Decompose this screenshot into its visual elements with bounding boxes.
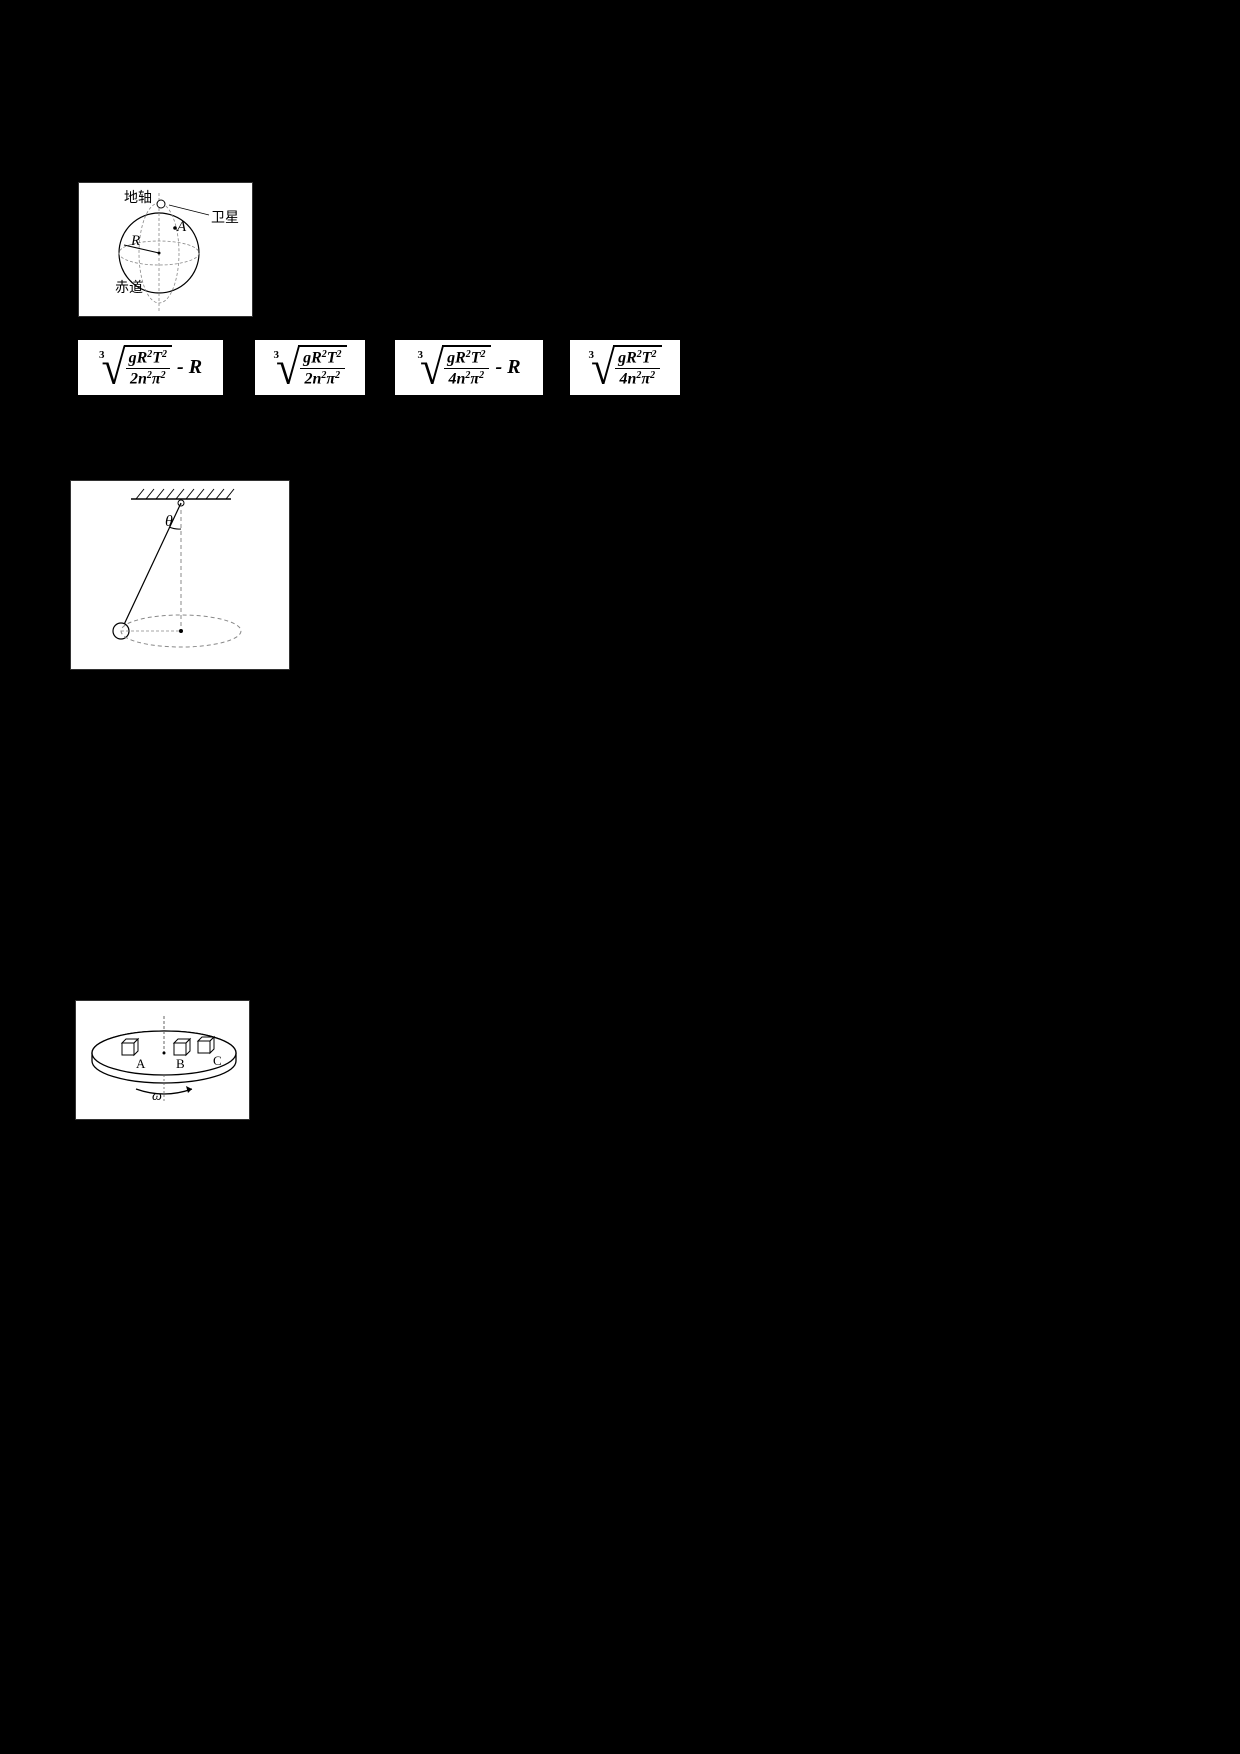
cube-c-shape [198, 1037, 214, 1053]
label-cube-b: B [176, 1056, 185, 1072]
formula-option-a: 3 √ gR2T2 2n2π2 - R [78, 340, 223, 395]
figure-earth-satellite: 地轴 卫星 A R 赤道 [78, 182, 253, 317]
label-point-a: A [177, 219, 186, 236]
figure-rotating-disk: A B C ω [75, 1000, 250, 1120]
formula-option-d: 3 √ gR2T2 4n2π2 [570, 340, 680, 395]
figure-conical-pendulum: θ [70, 480, 290, 670]
label-cube-a: A [136, 1056, 145, 1072]
label-radius-r: R [131, 233, 140, 250]
label-earth-axis: 地轴 [124, 187, 152, 207]
label-cube-c: C [213, 1053, 222, 1069]
formula-a-tail: - R [177, 356, 202, 379]
formula-option-c: 3 √ gR2T2 4n2π2 - R [395, 340, 543, 395]
formula-option-b: 3 √ gR2T2 2n2π2 [255, 340, 365, 395]
label-theta: θ [165, 513, 173, 531]
formula-c-tail: - R [496, 356, 521, 379]
cube-b-shape [174, 1039, 190, 1055]
label-equator: 赤道 [115, 277, 143, 297]
label-satellite: 卫星 [211, 207, 239, 227]
cube-a-shape [122, 1039, 138, 1055]
label-omega: ω [152, 1089, 162, 1105]
